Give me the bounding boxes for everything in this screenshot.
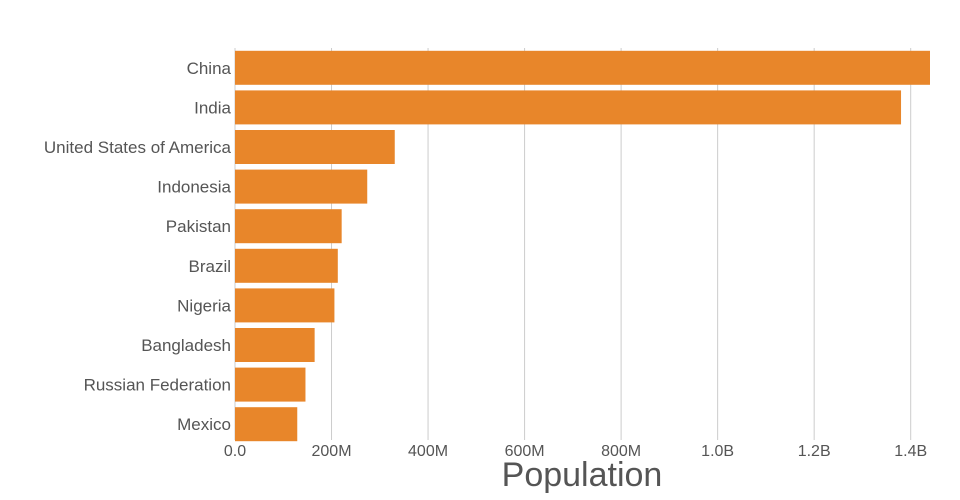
bar-layer	[235, 50, 930, 442]
bar[interactable]	[235, 90, 902, 125]
x-tick-label: 400M	[408, 443, 448, 460]
bar[interactable]	[235, 50, 930, 85]
category-label: Bangladesh	[141, 336, 231, 355]
category-label: India	[194, 98, 231, 117]
x-tick-label: 1.0B	[701, 443, 734, 460]
category-label: China	[187, 59, 232, 78]
bar[interactable]	[235, 407, 298, 442]
x-tick-label: 0.0	[224, 443, 246, 460]
x-tick-label: 600M	[505, 443, 545, 460]
bar[interactable]	[235, 209, 342, 244]
x-axis-title: Population	[502, 456, 663, 494]
bar[interactable]	[235, 130, 395, 164]
bar[interactable]	[235, 288, 335, 323]
x-tick-label: 800M	[601, 443, 641, 460]
bar[interactable]	[235, 169, 368, 204]
bar[interactable]	[235, 328, 315, 362]
category-label: United States of America	[44, 138, 232, 157]
bar[interactable]	[235, 367, 306, 402]
x-tick-label-layer: 0.0 200M 400M 600M 800M 1.0B 1.2B 1.4B	[224, 443, 927, 460]
bar[interactable]	[235, 248, 338, 283]
x-tick-label: 1.4B	[894, 443, 927, 460]
category-label-layer: China India United States of America Indone…	[44, 59, 232, 434]
x-tick-label: 200M	[312, 443, 352, 460]
category-label: Brazil	[188, 257, 231, 276]
category-label: Pakistan	[166, 217, 231, 236]
category-label: Mexico	[177, 415, 231, 434]
category-label: Russian Federation	[84, 376, 231, 395]
category-label: Nigeria	[177, 296, 231, 315]
x-tick-label: 1.2B	[798, 443, 831, 460]
category-label: Indonesia	[157, 178, 231, 197]
